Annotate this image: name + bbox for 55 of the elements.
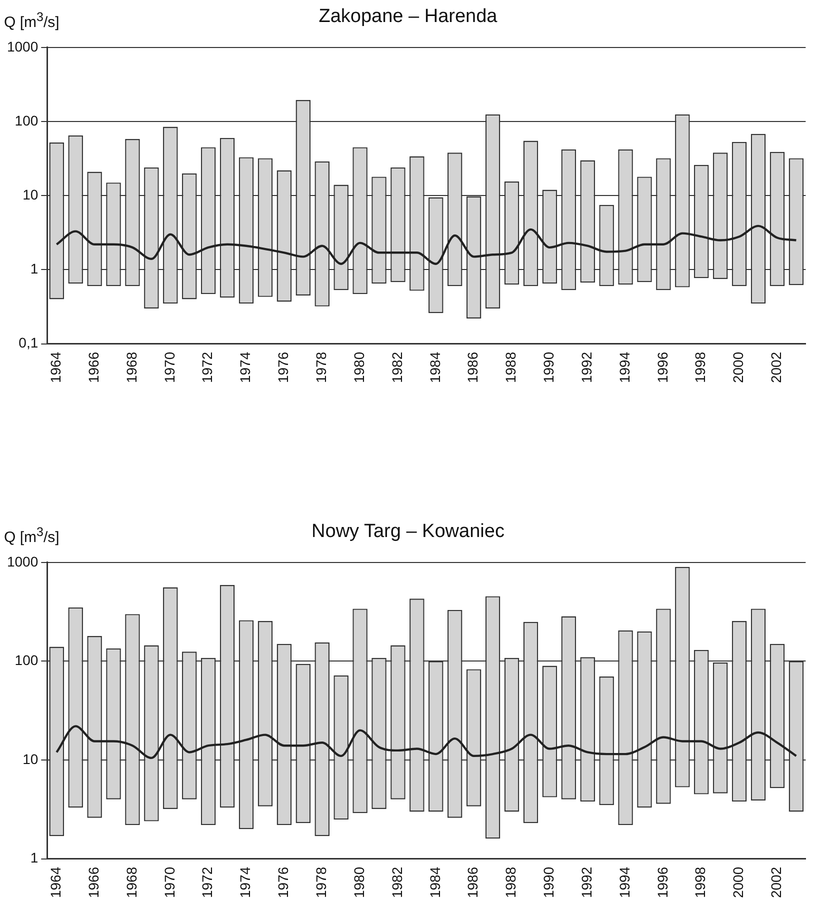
x-tick-label: 1982 bbox=[388, 352, 405, 384]
x-tick-label: 1964 bbox=[47, 352, 64, 384]
y-tick-label: 10 bbox=[22, 186, 38, 202]
y-axis-title: Q [m$^{3}$/s] bbox=[4, 10, 60, 31]
x-tick-label: 1980 bbox=[350, 866, 367, 898]
x-tick-label: 1984 bbox=[426, 866, 443, 898]
x-tick-label: 1976 bbox=[275, 866, 292, 898]
x-tick-label: 1964 bbox=[47, 866, 64, 898]
x-tick-label: 1996 bbox=[654, 866, 670, 898]
x-tick-label: 1968 bbox=[123, 352, 140, 384]
x-tick-label: 2000 bbox=[730, 352, 746, 384]
x-tick-label: 1992 bbox=[578, 352, 594, 384]
line-series bbox=[56, 224, 798, 265]
line-series bbox=[56, 725, 798, 760]
x-tick-label: 1990 bbox=[540, 866, 557, 898]
x-tick-label: 1970 bbox=[161, 352, 178, 384]
x-tick-label: 1986 bbox=[464, 352, 481, 384]
y-tick-label: 0,1 bbox=[18, 334, 38, 351]
y-tick-label: 1 bbox=[30, 260, 38, 277]
x-tick-label: 2000 bbox=[730, 866, 746, 898]
x-tick-label: 1994 bbox=[616, 866, 632, 898]
x-tick-label: 1972 bbox=[199, 352, 216, 384]
x-tick-label: 1972 bbox=[199, 866, 216, 898]
x-tick-label: 1970 bbox=[161, 866, 178, 898]
x-tick-label: 1984 bbox=[426, 352, 443, 384]
x-tick-label: 1974 bbox=[237, 866, 254, 898]
x-tick-label: 1994 bbox=[616, 352, 632, 384]
y-axis-title: Q [m$^{3}$/s] bbox=[4, 525, 60, 546]
y-tick-label: 10 bbox=[22, 750, 38, 767]
x-tick-label: 1992 bbox=[578, 866, 594, 898]
x-tick-label: 1998 bbox=[692, 352, 708, 384]
x-tick-label: 2002 bbox=[768, 352, 784, 384]
y-tick-label: 1000 bbox=[6, 553, 38, 570]
x-tick-label: 1982 bbox=[388, 866, 405, 898]
x-tick-label: 1976 bbox=[275, 352, 292, 384]
x-tick-label: 1986 bbox=[464, 866, 481, 898]
y-tick-label: 100 bbox=[14, 652, 38, 668]
x-tick-label: 1974 bbox=[237, 352, 254, 384]
x-tick-label: 1988 bbox=[502, 866, 519, 898]
x-tick-label: 1988 bbox=[502, 352, 519, 384]
y-tick-label: 1000 bbox=[6, 38, 38, 54]
chart-title: Zakopane – Harenda bbox=[318, 6, 498, 27]
y-tick-label: 1 bbox=[30, 850, 38, 866]
x-tick-label: 1990 bbox=[540, 352, 557, 384]
x-tick-label: 1966 bbox=[85, 866, 102, 898]
x-tick-label: 1998 bbox=[692, 866, 708, 898]
x-tick-label: 1968 bbox=[123, 866, 140, 898]
x-tick-label: 1996 bbox=[654, 352, 670, 384]
x-tick-label: 1978 bbox=[312, 866, 329, 898]
chart-title: Nowy Targ – Kowaniec bbox=[312, 521, 504, 542]
x-tick-label: 1978 bbox=[312, 352, 329, 384]
y-tick-label: 100 bbox=[14, 112, 38, 128]
x-tick-label: 1980 bbox=[350, 352, 367, 384]
x-tick-label: 1966 bbox=[85, 352, 102, 384]
x-tick-label: 2002 bbox=[768, 866, 784, 898]
